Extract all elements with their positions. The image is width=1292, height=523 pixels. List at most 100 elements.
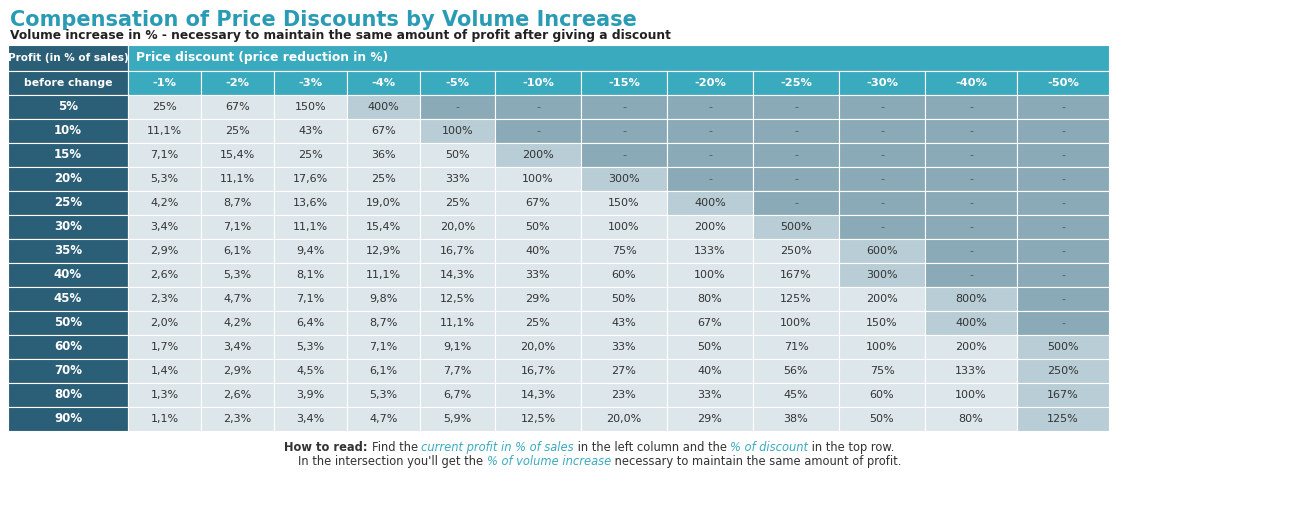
- Text: -: -: [1061, 318, 1065, 328]
- Bar: [348, 263, 420, 287]
- Text: -4%: -4%: [371, 78, 395, 88]
- Bar: [348, 71, 420, 95]
- Text: 500%: 500%: [780, 222, 811, 232]
- Bar: [202, 95, 274, 119]
- Bar: [8, 191, 128, 215]
- Text: 200%: 200%: [866, 294, 898, 304]
- Text: 100%: 100%: [522, 174, 554, 184]
- Text: 29%: 29%: [526, 294, 550, 304]
- Bar: [8, 263, 128, 287]
- Bar: [8, 383, 128, 407]
- Text: 15%: 15%: [54, 149, 83, 162]
- Bar: [667, 359, 753, 383]
- Text: 20%: 20%: [54, 173, 81, 186]
- Bar: [667, 95, 753, 119]
- Bar: [420, 119, 495, 143]
- Bar: [8, 239, 128, 263]
- Text: 60%: 60%: [870, 390, 894, 400]
- Bar: [839, 263, 925, 287]
- Bar: [274, 95, 348, 119]
- Bar: [1017, 287, 1109, 311]
- Text: -: -: [536, 126, 540, 136]
- Bar: [420, 311, 495, 335]
- Text: -3%: -3%: [298, 78, 323, 88]
- Text: -: -: [456, 102, 460, 112]
- Bar: [202, 335, 274, 359]
- Text: 25%: 25%: [371, 174, 395, 184]
- Text: 56%: 56%: [784, 366, 809, 376]
- Text: 800%: 800%: [955, 294, 987, 304]
- Bar: [1017, 239, 1109, 263]
- Text: 60%: 60%: [611, 270, 637, 280]
- Text: 9,4%: 9,4%: [296, 246, 324, 256]
- Bar: [128, 143, 202, 167]
- Text: 20,0%: 20,0%: [439, 222, 475, 232]
- Text: 8,1%: 8,1%: [296, 270, 324, 280]
- Text: 4,7%: 4,7%: [370, 414, 398, 424]
- Text: 11,1%: 11,1%: [220, 174, 255, 184]
- Text: 5,3%: 5,3%: [296, 342, 324, 352]
- Text: 1,1%: 1,1%: [150, 414, 178, 424]
- Bar: [1017, 191, 1109, 215]
- Text: 2,3%: 2,3%: [150, 294, 178, 304]
- Text: 5,3%: 5,3%: [370, 390, 398, 400]
- Text: 2,0%: 2,0%: [150, 318, 178, 328]
- Text: 2,6%: 2,6%: [224, 390, 252, 400]
- Bar: [128, 45, 1109, 71]
- Bar: [667, 215, 753, 239]
- Bar: [839, 191, 925, 215]
- Text: -: -: [621, 126, 627, 136]
- Text: % of discount: % of discount: [730, 441, 809, 454]
- Text: 16,7%: 16,7%: [439, 246, 475, 256]
- Bar: [753, 287, 839, 311]
- Text: 50%: 50%: [54, 316, 83, 329]
- Text: 40%: 40%: [54, 268, 83, 281]
- Bar: [8, 119, 128, 143]
- Bar: [1017, 359, 1109, 383]
- Text: 6,4%: 6,4%: [296, 318, 324, 328]
- Bar: [420, 359, 495, 383]
- Text: 70%: 70%: [54, 365, 81, 378]
- Bar: [420, 95, 495, 119]
- Text: -: -: [1061, 246, 1065, 256]
- Bar: [925, 335, 1017, 359]
- Text: 4,7%: 4,7%: [224, 294, 252, 304]
- Text: -: -: [880, 102, 884, 112]
- Text: 80%: 80%: [54, 389, 83, 402]
- Bar: [495, 215, 581, 239]
- Bar: [348, 191, 420, 215]
- Bar: [925, 407, 1017, 431]
- Text: 100%: 100%: [955, 390, 987, 400]
- Bar: [839, 287, 925, 311]
- Bar: [128, 71, 202, 95]
- Text: 150%: 150%: [295, 102, 327, 112]
- Text: 33%: 33%: [611, 342, 637, 352]
- Bar: [495, 239, 581, 263]
- Bar: [274, 359, 348, 383]
- Bar: [420, 335, 495, 359]
- Text: in the left column and the: in the left column and the: [574, 441, 730, 454]
- Text: 400%: 400%: [955, 318, 987, 328]
- Text: -: -: [880, 174, 884, 184]
- Text: 100%: 100%: [780, 318, 811, 328]
- Bar: [581, 335, 667, 359]
- Text: 1,4%: 1,4%: [150, 366, 178, 376]
- Text: 3,4%: 3,4%: [150, 222, 178, 232]
- Bar: [495, 311, 581, 335]
- Text: 167%: 167%: [1047, 390, 1079, 400]
- Text: 5,3%: 5,3%: [150, 174, 178, 184]
- Bar: [1017, 71, 1109, 95]
- Text: 50%: 50%: [611, 294, 637, 304]
- Text: current profit in % of sales: current profit in % of sales: [421, 441, 574, 454]
- Bar: [495, 71, 581, 95]
- Bar: [128, 119, 202, 143]
- Bar: [274, 191, 348, 215]
- Text: 4,5%: 4,5%: [296, 366, 324, 376]
- Bar: [128, 311, 202, 335]
- Bar: [8, 311, 128, 335]
- Bar: [495, 287, 581, 311]
- Bar: [128, 263, 202, 287]
- Bar: [1017, 383, 1109, 407]
- Bar: [925, 215, 1017, 239]
- Bar: [420, 239, 495, 263]
